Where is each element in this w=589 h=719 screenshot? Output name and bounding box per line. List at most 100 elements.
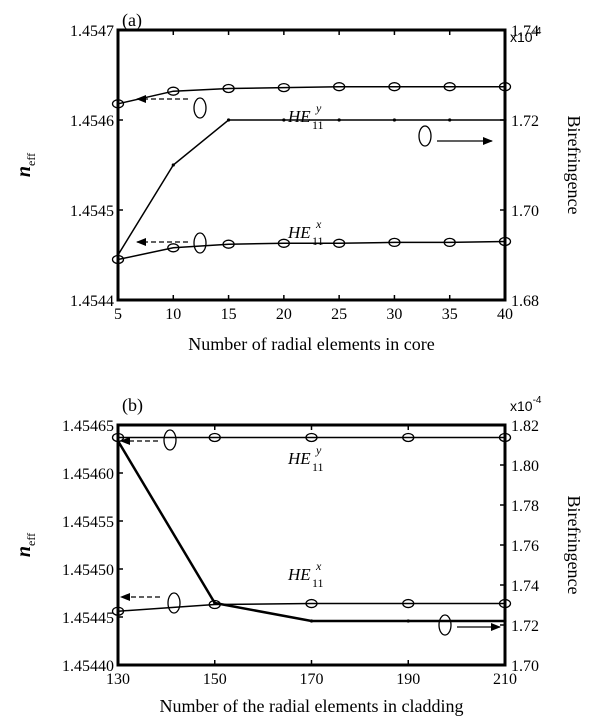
curve-label-base: HE [287, 107, 311, 126]
data-point-Birefringence [503, 118, 507, 122]
right-axis-multiplier-exponent: -4 [533, 395, 542, 406]
right-axis-multiplier: x10-4 [510, 395, 542, 414]
y-right-axis-label: Birefringence [564, 116, 584, 215]
y-left-axis-label: neff [13, 533, 38, 557]
annotation-ellipse [193, 232, 207, 254]
curve-label: HE x 11 [287, 217, 324, 248]
data-point-Birefringence [116, 253, 120, 257]
data-point-HE11y [388, 82, 401, 92]
curve-label-base: HE [287, 223, 311, 242]
data-point-HE11y [498, 432, 512, 443]
curve-label-sub: 11 [312, 118, 324, 132]
x-tick-label: 35 [442, 306, 458, 323]
data-point-HE11x [111, 606, 125, 616]
y-right-tick-label: 1.74 [511, 578, 539, 595]
annotation-ellipse [167, 592, 181, 614]
y-right-tick-label: 1.82 [511, 418, 539, 435]
data-point-HE11x [305, 598, 318, 609]
data-point-HE11y [402, 432, 415, 443]
data-point-HE11x [167, 243, 180, 253]
series-line-HE11x [117, 240, 506, 261]
curve-label-sup: y [315, 443, 322, 457]
data-point-HE11y [167, 86, 180, 96]
y-left-tick-label: 1.45460 [62, 466, 114, 483]
data-point-Birefringence [171, 163, 175, 167]
curve-label: HE y 11 [287, 101, 324, 132]
plot-frame [116, 28, 507, 302]
data-point-Birefringence [448, 118, 452, 122]
data-point-Birefringence [503, 619, 507, 623]
curve-label-sup: y [315, 101, 322, 115]
data-point-HE11y [305, 432, 318, 443]
y-right-tick-label: 1.70 [511, 658, 539, 675]
curve-label-sub: 11 [312, 576, 324, 590]
curve-label-base: HE [287, 565, 311, 584]
y-left-tick-label: 1.45445 [62, 610, 114, 627]
annotation-ellipse [193, 97, 207, 119]
y-right-tick-label: 1.80 [511, 458, 539, 475]
y-left-tick-label: 1.45455 [62, 514, 114, 531]
data-point-HE11y [222, 83, 235, 94]
y-right-tick-label: 1.70 [511, 203, 539, 220]
annotation-ellipse [418, 125, 432, 147]
data-point-HE11y [443, 82, 456, 92]
right-axis-multiplier: x10-4 [510, 26, 542, 45]
data-point-HE11x [388, 237, 401, 248]
y-right-tick-label: 1.72 [511, 113, 539, 130]
curve-label-sub: 11 [312, 234, 324, 248]
x-tick-label: 190 [396, 671, 420, 688]
data-point-Birefringence [282, 118, 286, 122]
y-left-tick-label: 1.45440 [62, 658, 114, 675]
x-tick-label: 10 [165, 306, 181, 323]
series-line-HE11x [117, 602, 505, 612]
right-axis-multiplier-exponent: -4 [533, 26, 542, 37]
data-point-HE11x [443, 237, 456, 248]
y-left-axis-label: neff [13, 153, 38, 177]
x-tick-label: 25 [331, 306, 347, 323]
y-left-tick-label: 1.4544 [70, 293, 114, 310]
x-tick-label: 170 [300, 671, 324, 688]
x-tick-label: 150 [203, 671, 227, 688]
panel-label: (a) [122, 10, 142, 31]
data-point-HE11y [332, 82, 346, 92]
y-right-tick-label: 1.74 [511, 23, 539, 40]
y-left-tick-label: 1.45465 [62, 418, 114, 435]
x-axis-label: Number of the radial elements in claddin… [160, 696, 464, 716]
curve-label-sup: x [315, 217, 322, 231]
x-tick-label: 30 [386, 306, 402, 323]
data-point-Birefringence [337, 118, 341, 122]
y-right-tick-label: 1.78 [511, 498, 539, 515]
y-left-tick-label: 1.4545 [70, 203, 114, 220]
series-line-Birefringence [117, 119, 505, 256]
curve-label-sup: x [315, 559, 322, 573]
y-left-tick-label: 1.4546 [70, 113, 114, 130]
data-point-HE11x [222, 239, 235, 249]
data-point-HE11y [111, 99, 125, 109]
x-tick-label: 15 [221, 306, 237, 323]
data-point-Birefringence [309, 619, 314, 623]
y-right-axis-label: Birefringence [564, 496, 584, 595]
y-left-tick-label: 1.45450 [62, 562, 114, 579]
panel-b: 130 150 170 190 210 1.45440 1.45445 1.45450 1.45… [13, 395, 584, 716]
data-point-Birefringence [226, 118, 231, 122]
curve-label-base: HE [287, 449, 311, 468]
data-point-HE11y [208, 432, 221, 443]
curve-label-sub: 11 [312, 460, 324, 474]
data-point-Birefringence [213, 601, 217, 605]
series-line-HE11y [117, 85, 505, 105]
x-tick-label: 5 [114, 306, 122, 323]
annotation-ellipse [438, 614, 452, 636]
y-right-tick-label: 1.68 [511, 293, 539, 310]
x-tick-label: 130 [106, 671, 130, 688]
y-left-axis-label-sub: eff [24, 153, 38, 166]
data-point-HE11x [277, 238, 291, 248]
data-point-HE11y [277, 82, 291, 93]
data-point-Birefringence [392, 118, 397, 122]
curve-label: HE y 11 [287, 443, 324, 474]
x-tick-label: 210 [493, 671, 517, 688]
panel-label: (b) [122, 395, 143, 416]
panel-a: 5 10 15 20 25 30 35 40 1.4544 1.4545 1.4546 1.4547 1… [13, 10, 584, 354]
curve-label: HE x 11 [287, 559, 324, 590]
x-tick-label: 40 [497, 306, 513, 323]
